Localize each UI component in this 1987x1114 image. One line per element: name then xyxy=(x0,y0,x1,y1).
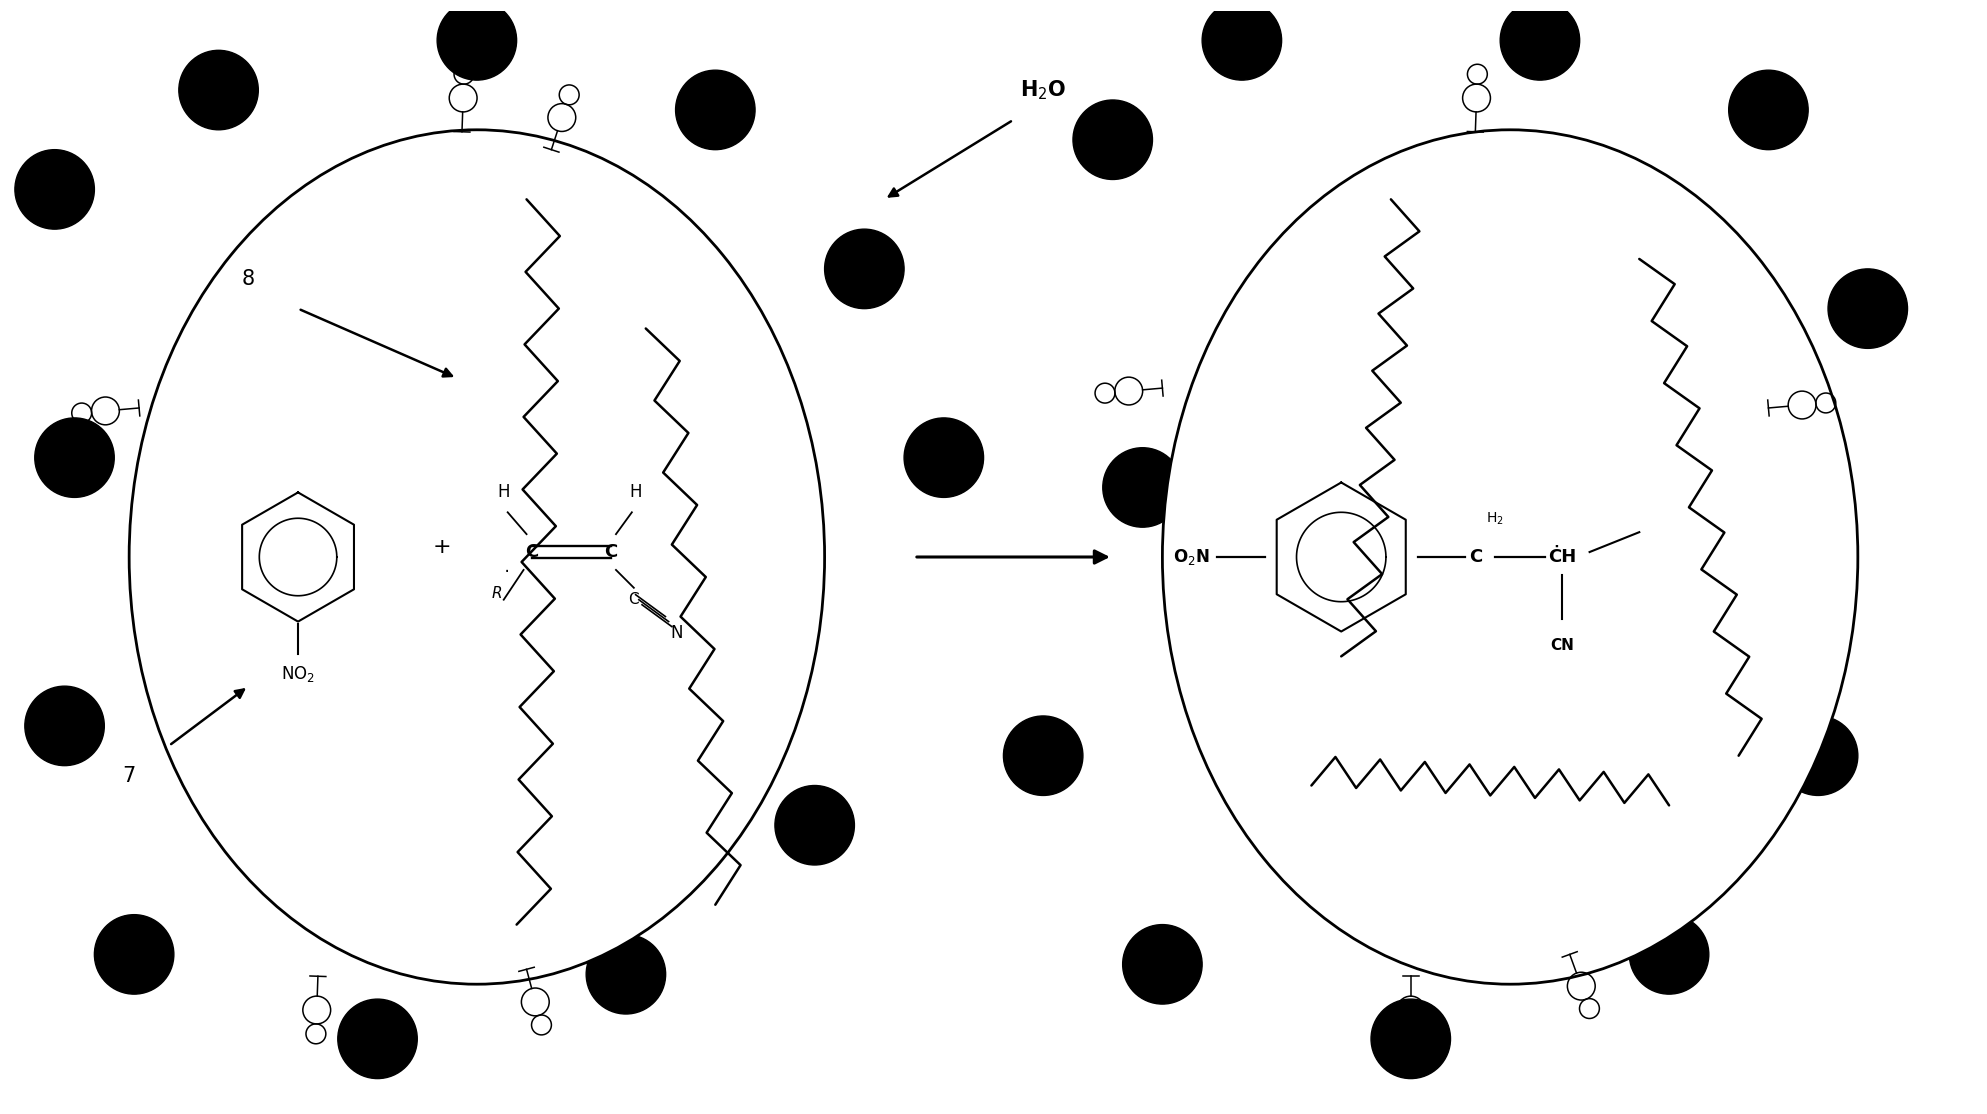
Circle shape xyxy=(1371,999,1451,1078)
Circle shape xyxy=(95,915,175,994)
Text: NO$_2$: NO$_2$ xyxy=(280,664,316,684)
Circle shape xyxy=(1003,716,1083,795)
Ellipse shape xyxy=(1162,130,1858,984)
Circle shape xyxy=(1500,1,1580,80)
Text: CN: CN xyxy=(1550,638,1574,654)
Circle shape xyxy=(586,935,666,1014)
Text: C: C xyxy=(628,593,640,607)
Circle shape xyxy=(1629,915,1709,994)
Circle shape xyxy=(775,785,854,864)
Circle shape xyxy=(34,418,115,497)
Text: O$_2$N: O$_2$N xyxy=(1174,547,1210,567)
Circle shape xyxy=(904,418,984,497)
Text: H$_2$: H$_2$ xyxy=(1486,511,1504,527)
Ellipse shape xyxy=(129,130,825,984)
Text: H: H xyxy=(497,483,511,501)
Text: +: + xyxy=(433,537,451,557)
Text: N: N xyxy=(670,625,684,643)
Text: H: H xyxy=(630,483,642,501)
Circle shape xyxy=(1828,268,1908,349)
Circle shape xyxy=(16,149,95,229)
Circle shape xyxy=(1729,70,1808,149)
Circle shape xyxy=(825,229,904,309)
Text: C: C xyxy=(1468,548,1482,566)
Text: ĊH: ĊH xyxy=(1548,548,1576,566)
Circle shape xyxy=(179,50,258,130)
Circle shape xyxy=(26,686,105,765)
Circle shape xyxy=(676,70,755,149)
Text: C: C xyxy=(604,543,618,561)
Text: H$_2$O: H$_2$O xyxy=(1019,78,1067,101)
Circle shape xyxy=(1103,448,1182,527)
Circle shape xyxy=(1073,100,1152,179)
Text: 7: 7 xyxy=(123,765,135,785)
Text: C: C xyxy=(525,543,538,561)
Circle shape xyxy=(338,999,417,1078)
Circle shape xyxy=(1123,925,1202,1004)
Text: 8: 8 xyxy=(242,268,254,289)
Text: R: R xyxy=(491,586,503,602)
Circle shape xyxy=(437,1,517,80)
Circle shape xyxy=(1778,716,1858,795)
Circle shape xyxy=(1202,1,1282,80)
